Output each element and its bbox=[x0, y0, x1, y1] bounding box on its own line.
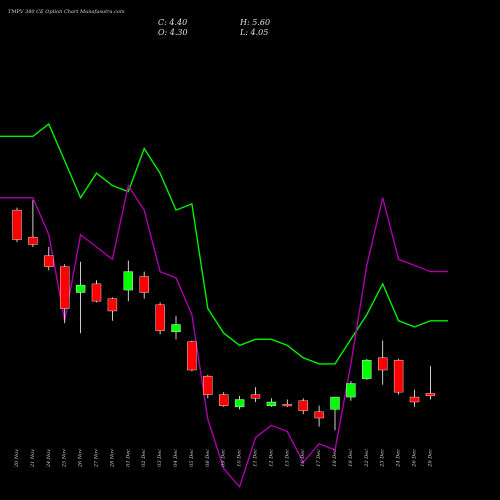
candle-body bbox=[314, 411, 324, 419]
x-tick-label: 10 Dec bbox=[237, 449, 243, 467]
candle-body bbox=[425, 393, 436, 397]
x-tick-label: 27 Nov bbox=[94, 449, 100, 468]
candle-body bbox=[409, 396, 420, 403]
x-tick-label: 12 Dec bbox=[268, 449, 274, 467]
x-tick-label: 26 Dec bbox=[412, 449, 418, 468]
candle-body bbox=[330, 396, 340, 410]
candle-body bbox=[187, 341, 197, 371]
x-tick-label: 16 Dec bbox=[300, 449, 306, 467]
close-label: C: 4.40 bbox=[158, 18, 188, 27]
x-tick-label: 23 Dec bbox=[380, 449, 386, 468]
x-tick-label: 18 Dec bbox=[332, 449, 338, 467]
candle-body bbox=[393, 359, 404, 393]
x-tick-label: 01 Dec bbox=[125, 449, 131, 467]
candle-body bbox=[378, 357, 388, 371]
x-tick-label: 15 Dec bbox=[284, 449, 290, 467]
candle-body bbox=[107, 298, 118, 312]
candle-body bbox=[298, 400, 308, 411]
candle-body bbox=[250, 394, 261, 399]
x-tick-label: 29 Dec bbox=[427, 449, 433, 468]
candle-body bbox=[203, 375, 213, 395]
candle-body bbox=[60, 266, 70, 309]
x-tick-label: 02 Dec bbox=[141, 449, 147, 467]
candle-body bbox=[139, 276, 149, 293]
candle-body bbox=[28, 236, 38, 245]
upper-band-line bbox=[0, 122, 448, 365]
candle-body bbox=[362, 359, 372, 379]
candle-body bbox=[266, 401, 277, 406]
candle-body bbox=[44, 255, 54, 267]
lower-band-line bbox=[0, 183, 448, 489]
candle-body bbox=[218, 394, 229, 406]
candle-body bbox=[282, 404, 292, 407]
x-tick-label: 09 Dec bbox=[221, 449, 227, 467]
candle-body bbox=[91, 283, 102, 302]
x-tick-label: 25 Nov bbox=[62, 449, 68, 468]
candle-body bbox=[346, 383, 356, 398]
candle-body bbox=[75, 284, 86, 293]
x-tick-label: 20 Nov bbox=[14, 449, 20, 468]
x-tick-label: 05 Dec bbox=[189, 449, 195, 467]
x-tick-label: 17 Dec bbox=[316, 449, 322, 467]
x-tick-label: 08 Dec bbox=[205, 449, 211, 467]
candle-body bbox=[234, 399, 245, 408]
candle-body bbox=[123, 271, 134, 291]
x-tick-label: 03 Dec bbox=[157, 449, 163, 467]
candle-body bbox=[155, 304, 165, 331]
candle-body bbox=[12, 209, 22, 240]
x-tick-label: 26 Nov bbox=[78, 449, 84, 468]
x-tick-label: 22 Dec bbox=[364, 449, 370, 468]
x-tick-label: 21 Nov bbox=[30, 449, 36, 468]
chart-title: TMPV 380 CE Option Chart Munafasutra.com bbox=[8, 9, 125, 15]
high-label: H: 5.60 bbox=[240, 18, 271, 27]
x-tick-label: 04 Dec bbox=[173, 449, 179, 467]
candle-body bbox=[171, 324, 181, 333]
x-tick-label: 24 Nov bbox=[46, 449, 52, 468]
x-tick-label: 19 Dec bbox=[348, 449, 354, 467]
x-tick-label: 24 Dec bbox=[396, 449, 402, 468]
low-label: L: 4.05 bbox=[240, 28, 269, 37]
open-label: O: 4.30 bbox=[158, 28, 188, 37]
x-tick-label: 28 Nov bbox=[109, 449, 115, 468]
x-tick-label: 11 Dec bbox=[253, 449, 259, 467]
